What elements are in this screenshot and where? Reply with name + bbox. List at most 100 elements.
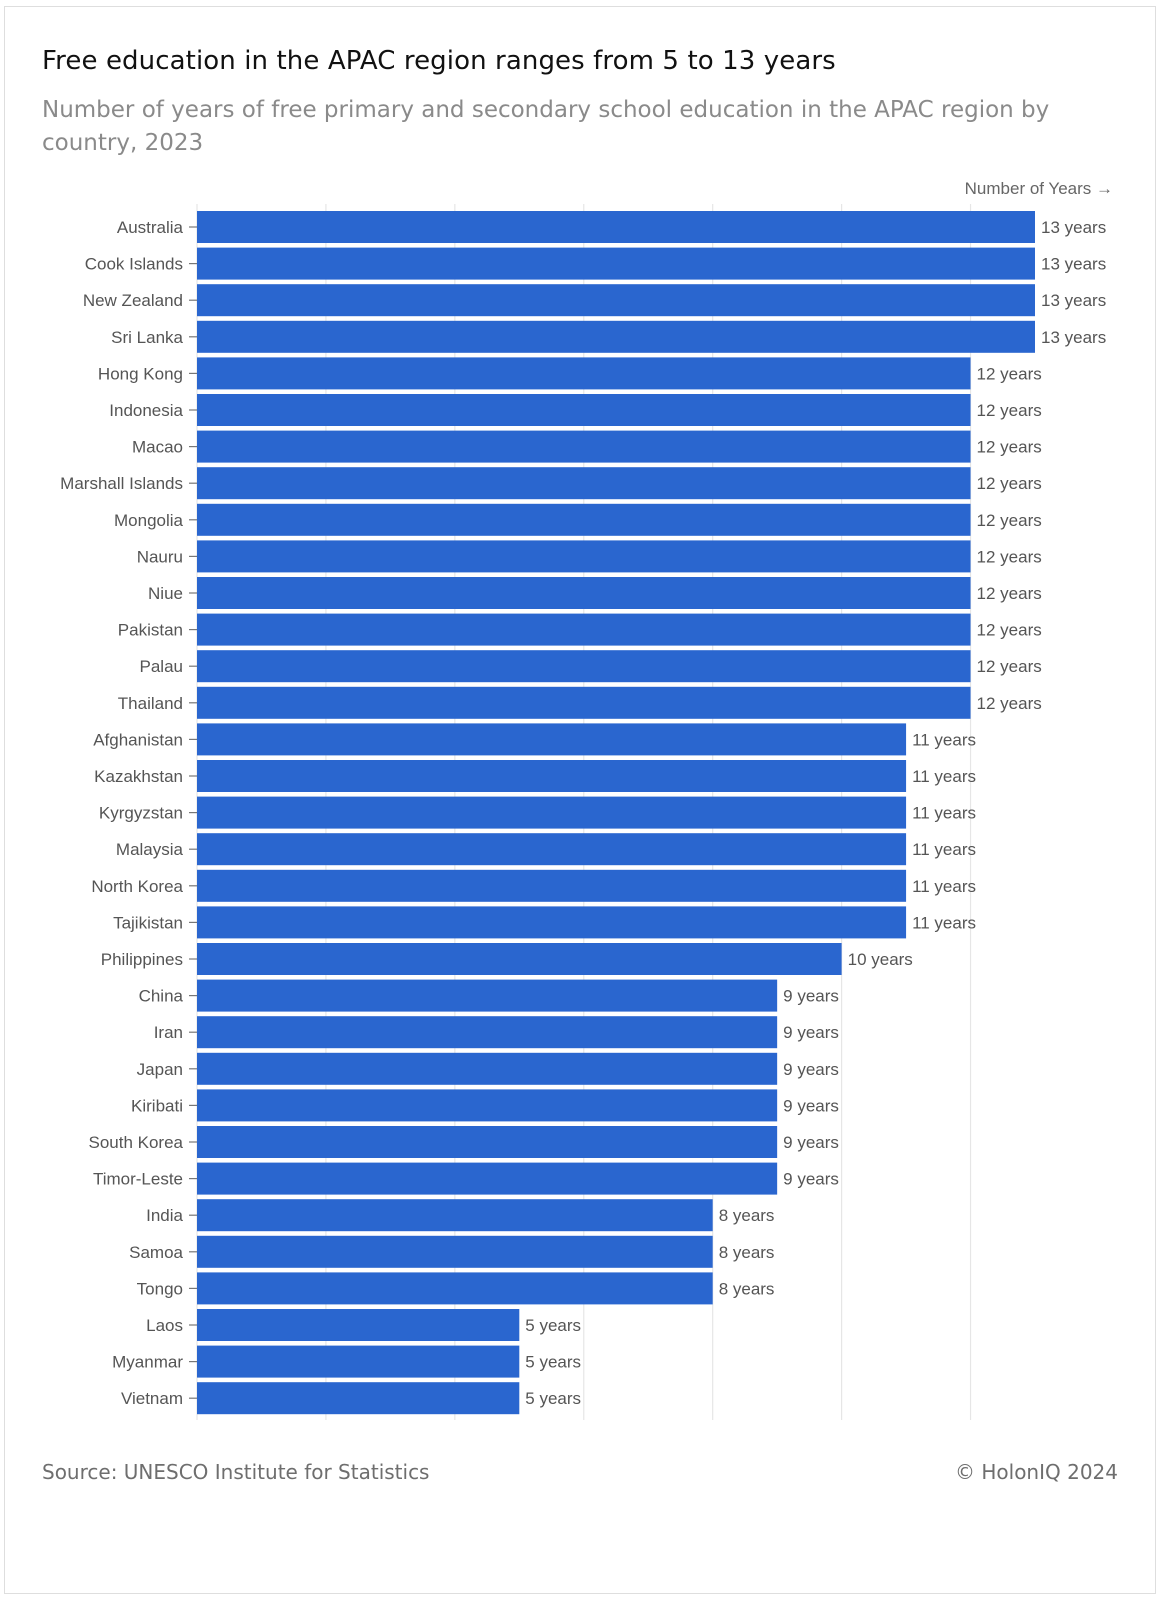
- bar: [197, 1272, 713, 1305]
- bar: [197, 577, 971, 609]
- category-label: Niue: [148, 584, 183, 603]
- bar: [197, 320, 1035, 353]
- bar: [197, 943, 842, 975]
- bar: [197, 723, 907, 756]
- category-label: Myanmar: [112, 1353, 183, 1372]
- copyright-note: © HolonIQ 2024: [955, 1460, 1118, 1484]
- value-label: 12 years: [977, 584, 1042, 603]
- category-label: Pakistan: [118, 621, 183, 640]
- value-label: 8 years: [719, 1243, 775, 1262]
- bar: [197, 1162, 778, 1195]
- category-label: Cook Islands: [85, 255, 183, 274]
- value-label: 11 years: [912, 730, 976, 749]
- category-label: Tongo: [137, 1279, 183, 1298]
- bar: [197, 503, 971, 536]
- bar: [197, 247, 1035, 280]
- value-label: 8 years: [719, 1206, 775, 1225]
- chart-title: Free education in the APAC region ranges…: [42, 46, 836, 76]
- bar: [197, 394, 971, 426]
- category-label: China: [139, 987, 184, 1006]
- bar: [197, 796, 907, 829]
- bar: [197, 869, 907, 902]
- bar: [197, 467, 971, 500]
- bar: [197, 686, 971, 719]
- value-label: 9 years: [783, 1023, 839, 1042]
- category-label: North Korea: [91, 877, 183, 896]
- value-label: 5 years: [525, 1353, 581, 1372]
- bar: [197, 211, 1035, 243]
- bar: [197, 613, 971, 646]
- value-label: 9 years: [783, 987, 839, 1006]
- value-label: 12 years: [977, 694, 1042, 713]
- value-label: 9 years: [783, 1170, 839, 1189]
- value-label: 12 years: [977, 438, 1042, 457]
- value-label: 12 years: [977, 547, 1042, 566]
- value-label: 12 years: [977, 511, 1042, 530]
- bar: [197, 1309, 520, 1341]
- bar: [197, 833, 907, 866]
- value-label: 5 years: [525, 1389, 581, 1408]
- x-axis-label: Number of Years →: [965, 179, 1113, 198]
- category-label: South Korea: [88, 1133, 183, 1152]
- category-label: Philippines: [101, 950, 183, 969]
- value-label: 11 years: [912, 913, 976, 932]
- category-label: Thailand: [118, 694, 183, 713]
- labels: Australia 13 years Cook Islands 13 years New…: [60, 218, 1106, 1408]
- category-label: Vietnam: [121, 1389, 183, 1408]
- category-label: Samoa: [129, 1243, 183, 1262]
- value-label: 9 years: [783, 1133, 839, 1152]
- value-label: 11 years: [912, 804, 976, 823]
- value-label: 9 years: [783, 1096, 839, 1115]
- value-label: 12 years: [977, 657, 1042, 676]
- bar: [197, 1199, 713, 1232]
- bar: [197, 1345, 520, 1378]
- bar: [197, 1052, 778, 1085]
- source-note: Source: UNESCO Institute for Statistics: [42, 1460, 430, 1484]
- category-label: Japan: [137, 1060, 183, 1079]
- bar: [197, 430, 971, 463]
- category-label: Timor-Leste: [93, 1170, 183, 1189]
- bar: [197, 1089, 778, 1122]
- value-label: 13 years: [1041, 218, 1106, 237]
- category-label: Kazakhstan: [94, 767, 183, 786]
- value-label: 5 years: [525, 1316, 581, 1335]
- category-label: Nauru: [137, 547, 183, 566]
- value-label: 11 years: [912, 767, 976, 786]
- category-label: Iran: [154, 1023, 183, 1042]
- category-label: Kiribati: [131, 1096, 183, 1115]
- category-label: Tajikistan: [113, 913, 183, 932]
- category-label: Hong Kong: [98, 364, 183, 383]
- bar: [197, 1235, 713, 1268]
- bar: [197, 760, 907, 792]
- bar: [197, 357, 971, 390]
- category-label: New Zealand: [83, 291, 183, 310]
- bar: [197, 1016, 778, 1049]
- category-label: Palau: [140, 657, 183, 676]
- bar: [197, 650, 971, 683]
- value-label: 10 years: [848, 950, 913, 969]
- bar: [197, 284, 1035, 317]
- category-label: Australia: [117, 218, 184, 237]
- value-label: 8 years: [719, 1279, 775, 1298]
- value-label: 12 years: [977, 621, 1042, 640]
- category-label: Malaysia: [116, 840, 184, 859]
- value-label: 13 years: [1041, 255, 1106, 274]
- bar-chart: Australia 13 years Cook Islands 13 years New…: [60, 179, 1113, 1420]
- category-label: Laos: [146, 1316, 183, 1335]
- value-label: 11 years: [912, 840, 976, 859]
- category-label: India: [146, 1206, 183, 1225]
- category-label: Sri Lanka: [111, 328, 183, 347]
- value-label: 12 years: [977, 401, 1042, 420]
- category-label: Kyrgyzstan: [99, 804, 183, 823]
- bar: [197, 906, 907, 939]
- chart-subtitle: Number of years of free primary and seco…: [42, 97, 1050, 156]
- value-label: 9 years: [783, 1060, 839, 1079]
- value-label: 11 years: [912, 877, 976, 896]
- category-label: Indonesia: [109, 401, 183, 420]
- bar: [197, 979, 778, 1012]
- bars: [197, 211, 1035, 1415]
- value-label: 12 years: [977, 364, 1042, 383]
- category-label: Marshall Islands: [60, 474, 183, 493]
- bar: [197, 1126, 778, 1158]
- value-label: 13 years: [1041, 328, 1106, 347]
